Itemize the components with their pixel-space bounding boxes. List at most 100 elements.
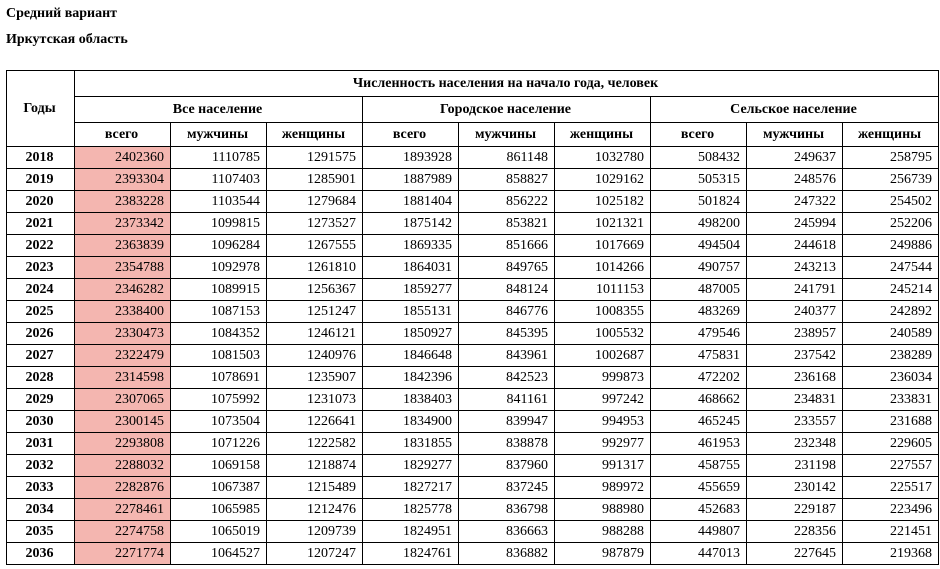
- cell-value: 1069158: [171, 455, 267, 477]
- cell-value: 1029162: [555, 169, 651, 191]
- cell-value: 848124: [459, 279, 555, 301]
- cell-value: 988980: [555, 499, 651, 521]
- cell-value: 1256367: [267, 279, 363, 301]
- cell-year: 2035: [7, 521, 75, 543]
- header-group-all: Все население: [75, 97, 363, 123]
- cell-value: 2282876: [75, 477, 171, 499]
- cell-value: 2274758: [75, 521, 171, 543]
- cell-year: 2022: [7, 235, 75, 257]
- table-row: 2034227846110659851212476182577883679898…: [7, 499, 939, 521]
- cell-value: 1864031: [363, 257, 459, 279]
- cell-value: 1092978: [171, 257, 267, 279]
- cell-value: 846776: [459, 301, 555, 323]
- cell-value: 1279684: [267, 191, 363, 213]
- cell-value: 249886: [843, 235, 939, 257]
- cell-year: 2027: [7, 345, 75, 367]
- cell-value: 1096284: [171, 235, 267, 257]
- cell-value: 468662: [651, 389, 747, 411]
- population-table: Годы Численность населения на начало год…: [6, 70, 939, 565]
- cell-value: 241791: [747, 279, 843, 301]
- cell-value: 2288032: [75, 455, 171, 477]
- cell-value: 1846648: [363, 345, 459, 367]
- cell-value: 240377: [747, 301, 843, 323]
- cell-value: 1251247: [267, 301, 363, 323]
- cell-value: 1064527: [171, 543, 267, 565]
- cell-value: 233557: [747, 411, 843, 433]
- cell-value: 1291575: [267, 147, 363, 169]
- cell-value: 225517: [843, 477, 939, 499]
- cell-year: 2031: [7, 433, 75, 455]
- cell-value: 234831: [747, 389, 843, 411]
- cell-value: 1071226: [171, 433, 267, 455]
- table-row: 2022236383910962841267555186933585166610…: [7, 235, 939, 257]
- cell-value: 501824: [651, 191, 747, 213]
- cell-value: 1081503: [171, 345, 267, 367]
- cell-value: 1222582: [267, 433, 363, 455]
- cell-value: 1859277: [363, 279, 459, 301]
- cell-value: 233831: [843, 389, 939, 411]
- table-row: 2019239330411074031285901188798985882710…: [7, 169, 939, 191]
- cell-value: 229605: [843, 433, 939, 455]
- table-row: 2030230014510735041226641183490083994799…: [7, 411, 939, 433]
- table-row: 2025233840010871531251247185513184677610…: [7, 301, 939, 323]
- cell-year: 2029: [7, 389, 75, 411]
- cell-value: 231688: [843, 411, 939, 433]
- cell-value: 1261810: [267, 257, 363, 279]
- header-sub: женщины: [267, 123, 363, 147]
- cell-value: 245214: [843, 279, 939, 301]
- cell-value: 1850927: [363, 323, 459, 345]
- cell-year: 2025: [7, 301, 75, 323]
- header-sub: женщины: [843, 123, 939, 147]
- cell-year: 2019: [7, 169, 75, 191]
- cell-value: 853821: [459, 213, 555, 235]
- cell-value: 1893928: [363, 147, 459, 169]
- cell-value: 1103544: [171, 191, 267, 213]
- cell-value: 238957: [747, 323, 843, 345]
- cell-value: 2330473: [75, 323, 171, 345]
- cell-value: 2373342: [75, 213, 171, 235]
- header-sub: всего: [651, 123, 747, 147]
- header-sub: всего: [75, 123, 171, 147]
- cell-value: 1073504: [171, 411, 267, 433]
- cell-value: 1021321: [555, 213, 651, 235]
- cell-value: 2322479: [75, 345, 171, 367]
- table-row: 2028231459810786911235907184239684252399…: [7, 367, 939, 389]
- cell-value: 858827: [459, 169, 555, 191]
- cell-value: 1834900: [363, 411, 459, 433]
- cell-value: 1825778: [363, 499, 459, 521]
- table-row: 2018240236011107851291575189392886114810…: [7, 147, 939, 169]
- cell-value: 461953: [651, 433, 747, 455]
- cell-value: 851666: [459, 235, 555, 257]
- cell-value: 1008355: [555, 301, 651, 323]
- header-years: Годы: [7, 71, 75, 147]
- cell-value: 494504: [651, 235, 747, 257]
- cell-value: 1209739: [267, 521, 363, 543]
- cell-value: 2293808: [75, 433, 171, 455]
- cell-value: 228356: [747, 521, 843, 543]
- header-sub: мужчины: [171, 123, 267, 147]
- cell-value: 244618: [747, 235, 843, 257]
- cell-value: 231198: [747, 455, 843, 477]
- cell-value: 2393304: [75, 169, 171, 191]
- cell-value: 2278461: [75, 499, 171, 521]
- cell-value: 242892: [843, 301, 939, 323]
- header-sub: всего: [363, 123, 459, 147]
- table-body: 2018240236011107851291575189392886114810…: [7, 147, 939, 565]
- cell-value: 1842396: [363, 367, 459, 389]
- cell-value: 988288: [555, 521, 651, 543]
- cell-year: 2018: [7, 147, 75, 169]
- cell-value: 465245: [651, 411, 747, 433]
- cell-value: 258795: [843, 147, 939, 169]
- cell-value: 849765: [459, 257, 555, 279]
- header-group-rural: Сельское население: [651, 97, 939, 123]
- cell-value: 249637: [747, 147, 843, 169]
- cell-value: 1075992: [171, 389, 267, 411]
- cell-value: 1231073: [267, 389, 363, 411]
- table-row: 2024234628210899151256367185927784812410…: [7, 279, 939, 301]
- header-main: Численность населения на начало года, че…: [75, 71, 939, 97]
- cell-year: 2026: [7, 323, 75, 345]
- cell-value: 1827217: [363, 477, 459, 499]
- cell-value: 997242: [555, 389, 651, 411]
- cell-value: 1002687: [555, 345, 651, 367]
- cell-value: 490757: [651, 257, 747, 279]
